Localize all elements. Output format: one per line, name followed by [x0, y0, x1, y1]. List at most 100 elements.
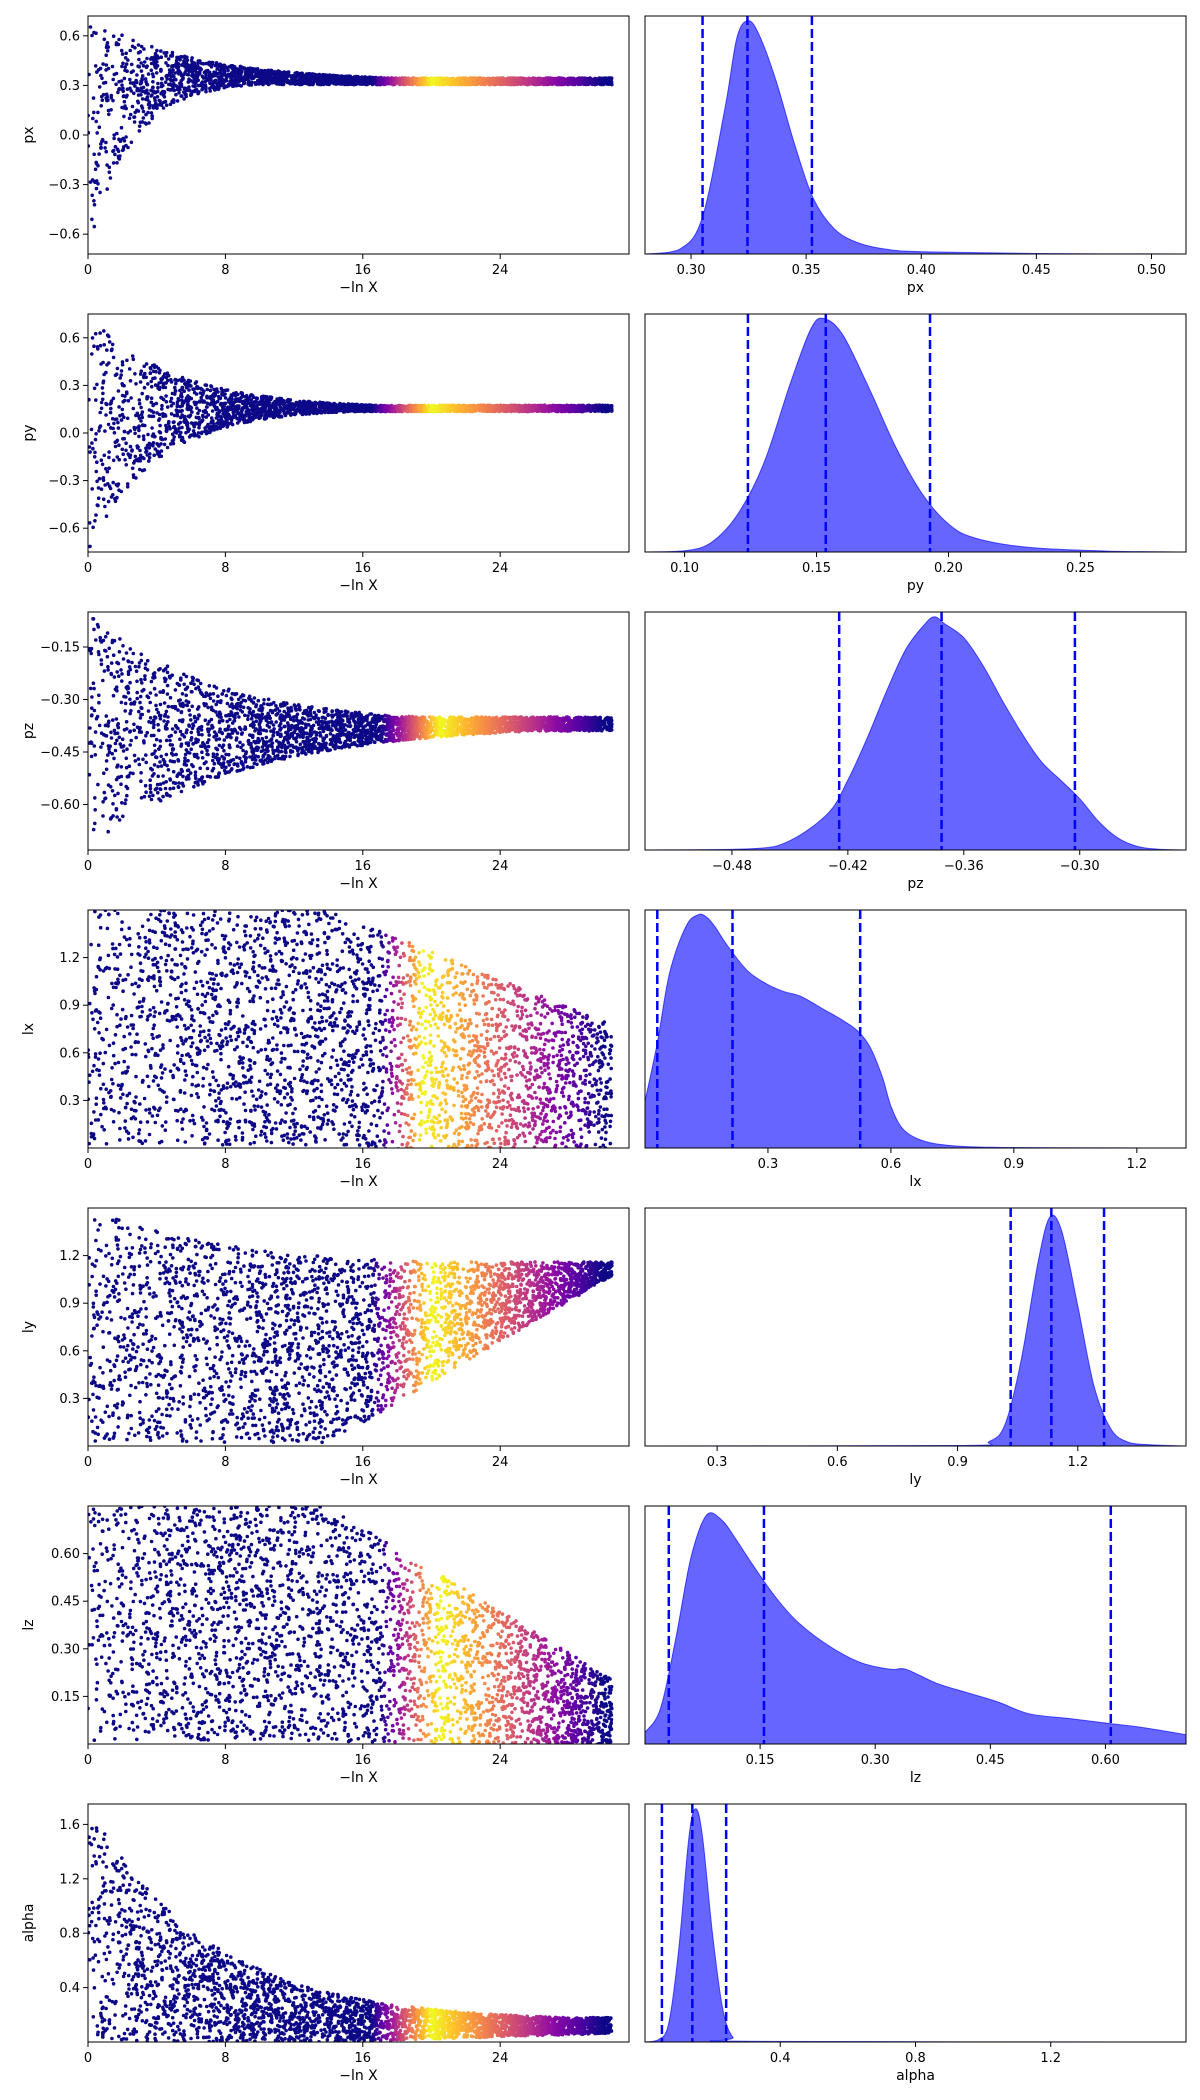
scatter-point [98, 331, 102, 335]
scatter-point [196, 83, 201, 88]
scatter-point [133, 84, 137, 88]
scatter-point [154, 90, 158, 95]
scatter-point [431, 82, 435, 86]
scatter-point [391, 78, 396, 82]
scatter-point [100, 386, 105, 390]
scatter-point [156, 103, 161, 107]
scatter-point [151, 80, 155, 84]
x-tick-label: 0.30 [677, 263, 706, 278]
scatter-point [440, 82, 444, 87]
scatter-point [111, 480, 115, 485]
scatter-point [110, 64, 115, 69]
scatter-point [413, 77, 418, 81]
scatter-point [477, 77, 481, 81]
scatter-point [169, 74, 173, 79]
scatter-point [352, 82, 357, 87]
scatter-point [141, 455, 145, 460]
scatter-point [485, 77, 490, 81]
scatter-point [105, 98, 109, 103]
scatter-point [104, 92, 109, 97]
scatter-point [178, 70, 182, 74]
scatter-point [98, 190, 102, 195]
scatter-point [187, 85, 191, 89]
scatter-point [121, 147, 126, 152]
scatter-point [107, 361, 111, 365]
scatter-point [394, 81, 399, 85]
scatter-point [187, 88, 192, 92]
scatter-point [530, 77, 535, 81]
scatter-point [324, 77, 329, 82]
scatter-point [150, 426, 154, 430]
scatter-point [94, 31, 98, 35]
y-tick-label: 0.3 [59, 79, 80, 94]
scatter-point [95, 460, 99, 465]
scatter-point [175, 99, 180, 103]
scatter-point [580, 76, 584, 81]
scatter-point [88, 544, 92, 549]
scatter-point [161, 383, 166, 388]
scatter-point [299, 80, 304, 85]
scatter-point [159, 103, 164, 107]
scatter-point [207, 73, 212, 78]
scatter-point [318, 79, 322, 84]
scatter-point [464, 82, 468, 86]
scatter-point [146, 102, 151, 107]
scatter-point [274, 77, 279, 81]
scatter-point [139, 405, 143, 410]
scatter-point [164, 375, 169, 380]
scatter-point [171, 100, 176, 104]
scatter-point [190, 67, 195, 72]
scatter-point [115, 366, 120, 371]
x-tick-label: 8 [221, 263, 229, 278]
scatter-point [177, 91, 181, 95]
scatter-point [208, 81, 212, 86]
scatter-point [400, 76, 405, 80]
scatter-point [129, 89, 133, 93]
scatter-point [234, 77, 238, 82]
scatter-point [138, 50, 143, 54]
scatter-point [163, 80, 168, 84]
scatter-point [154, 66, 158, 70]
scatter-point [90, 217, 94, 222]
scatter-point [259, 76, 263, 81]
scatter-point [208, 86, 212, 91]
scatter-point [120, 64, 124, 69]
scatter-point [95, 503, 100, 507]
scatter-point [182, 86, 187, 91]
scatter-point [115, 455, 120, 459]
scatter-point [121, 136, 125, 141]
scatter-point [92, 110, 96, 115]
scatter-point [329, 78, 334, 83]
scatter-point [92, 224, 97, 229]
scatter-point [114, 439, 119, 444]
scatter-point [140, 415, 145, 420]
scatter-point [558, 77, 562, 81]
scatter-point [137, 428, 141, 433]
scatter-point [92, 152, 96, 157]
scatter-point [584, 80, 589, 85]
scatter-point [189, 58, 194, 63]
scatter-point [119, 79, 124, 83]
scatter-point [105, 333, 110, 338]
x-axis-label: px [907, 280, 924, 296]
scatter-point [134, 80, 139, 84]
scatter-point [242, 78, 246, 82]
scatter-point [154, 71, 159, 75]
scatter-point [333, 77, 338, 81]
scatter-point [296, 82, 301, 86]
scatter-point [133, 431, 137, 436]
scatter-point [99, 146, 103, 150]
scatter-point [231, 75, 236, 79]
scatter-point [369, 81, 374, 86]
scatter-point [345, 76, 349, 81]
scatter-point [153, 447, 157, 451]
scatter-point [112, 72, 117, 77]
scatter-point [544, 76, 548, 80]
scatter-point [106, 66, 111, 71]
scatter-point [130, 44, 135, 49]
scatter-point [252, 75, 257, 79]
scatter-point [113, 152, 117, 157]
scatter-point [224, 388, 228, 393]
scatter-point [141, 434, 146, 439]
scatter-point [141, 116, 146, 120]
